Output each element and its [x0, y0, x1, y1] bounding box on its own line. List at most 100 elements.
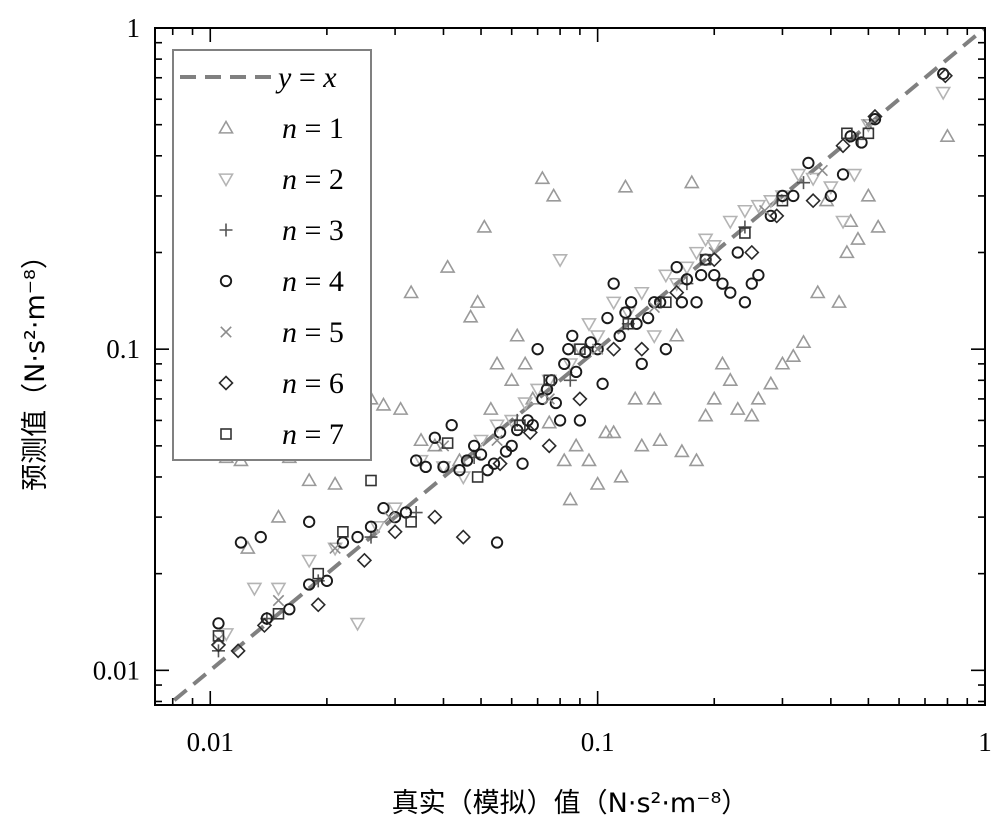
data-point-n1	[517, 355, 534, 370]
data-point-n4	[553, 414, 567, 427]
legend-marker-n3	[219, 223, 233, 237]
data-point-n4	[531, 343, 544, 356]
data-point-n1	[646, 390, 663, 405]
legend: y = x n = 1 n = 2 n = 3 n = 4 n = 5 n = 6 n = 7	[172, 49, 372, 461]
data-point-n1	[818, 192, 835, 207]
data-point-n1	[534, 170, 551, 185]
data-point-n6	[387, 524, 403, 540]
data-point-n2	[697, 233, 714, 248]
data-point-n6	[835, 138, 851, 154]
data-point-n1	[476, 218, 493, 233]
data-point-n4	[738, 296, 752, 309]
data-point-n1	[674, 443, 690, 458]
data-point-n6	[256, 617, 273, 634]
data-point-n6	[455, 529, 471, 545]
data-point-n1	[562, 491, 579, 506]
data-point-n1	[375, 396, 392, 411]
data-point-n2	[489, 419, 505, 434]
data-point-n5	[543, 393, 556, 405]
data-point-n4	[836, 168, 850, 181]
data-point-n4	[596, 377, 609, 390]
legend-label-n6: n = 6	[282, 367, 344, 400]
legend-item-n7: n = 7	[220, 418, 344, 451]
data-point-n4	[787, 189, 800, 203]
data-point-n1	[581, 452, 597, 467]
y-tick-label: 0.01	[93, 655, 140, 685]
data-point-n2	[455, 471, 472, 486]
data-point-n2	[762, 194, 779, 209]
data-point-n2	[552, 253, 568, 268]
data-point-n4	[481, 464, 494, 477]
data-point-n4	[283, 603, 296, 616]
data-point-n6	[606, 341, 622, 357]
data-point-n7	[337, 526, 349, 538]
data-point-n1	[613, 468, 630, 483]
data-point-n2	[835, 215, 851, 230]
data-point-n4	[824, 189, 838, 203]
data-point-n7	[862, 127, 875, 140]
data-point-n4	[868, 113, 882, 126]
data-point-n7	[622, 317, 635, 330]
legend-marker-n2	[218, 173, 234, 188]
data-point-n4	[635, 357, 648, 371]
data-point-n1	[688, 452, 705, 467]
legend-item-n5: n = 5	[220, 316, 344, 349]
legend-marker-n7	[220, 428, 232, 440]
data-point-n1	[714, 355, 731, 370]
data-point-n2	[633, 286, 650, 301]
data-point-n7	[272, 607, 285, 620]
data-point-n7	[776, 194, 789, 207]
data-point-n7	[312, 567, 325, 580]
data-point-n1	[795, 334, 812, 349]
data-point-n7	[405, 516, 417, 528]
data-point-n1	[270, 508, 287, 523]
data-point-n1	[729, 401, 746, 415]
data-point-n7	[660, 296, 672, 309]
data-point-n2	[668, 277, 685, 292]
x-tick-label: 0.1	[581, 727, 615, 757]
data-point-n2	[737, 204, 753, 219]
data-point-n4	[855, 136, 868, 149]
data-point-n1	[774, 355, 791, 370]
data-point-n4	[724, 286, 737, 299]
data-point-n4	[505, 439, 518, 453]
data-point-n4	[607, 277, 620, 290]
data-point-n4	[752, 269, 765, 282]
data-point-n4	[573, 414, 587, 427]
data-point-n1	[722, 372, 739, 386]
data-point-n1	[509, 327, 526, 342]
data-point-n6	[744, 244, 760, 261]
data-point-n1	[627, 390, 644, 405]
x-axis-label: 真实（模拟）值（N·s²·m⁻⁸）	[392, 788, 749, 819]
data-point-n4	[493, 426, 507, 439]
data-point-n3	[797, 176, 811, 190]
data-point-n3	[738, 220, 752, 234]
data-point-n1	[327, 476, 343, 490]
legend-item-n4: n = 4	[219, 265, 344, 298]
plot-frame	[154, 27, 986, 706]
y-tick-label: 0.1	[106, 334, 140, 364]
data-point-n4	[445, 419, 458, 432]
data-point-n1	[426, 437, 443, 452]
data-point-n6	[634, 341, 650, 357]
data-point-n2	[270, 582, 287, 597]
data-point-n4	[260, 612, 274, 625]
data-point-n1	[439, 259, 456, 273]
data-point-n1	[762, 375, 779, 390]
data-point-n1	[482, 401, 499, 415]
data-point-n2	[790, 168, 807, 183]
legend-item-reference-line: y = x	[180, 61, 337, 94]
data-point-n4	[569, 365, 583, 378]
data-point-n1	[683, 174, 700, 189]
data-point-n4	[562, 343, 575, 356]
data-point-n5	[272, 594, 285, 607]
data-point-n5	[491, 434, 503, 447]
data-point-n5	[758, 204, 771, 217]
data-point-n2	[860, 119, 877, 133]
data-point-n4	[377, 501, 390, 515]
data-point-n1	[633, 437, 650, 452]
data-point-n1	[668, 327, 685, 342]
data-point-n6	[867, 108, 883, 125]
data-point-n2	[706, 240, 723, 254]
series-n7	[212, 127, 875, 642]
